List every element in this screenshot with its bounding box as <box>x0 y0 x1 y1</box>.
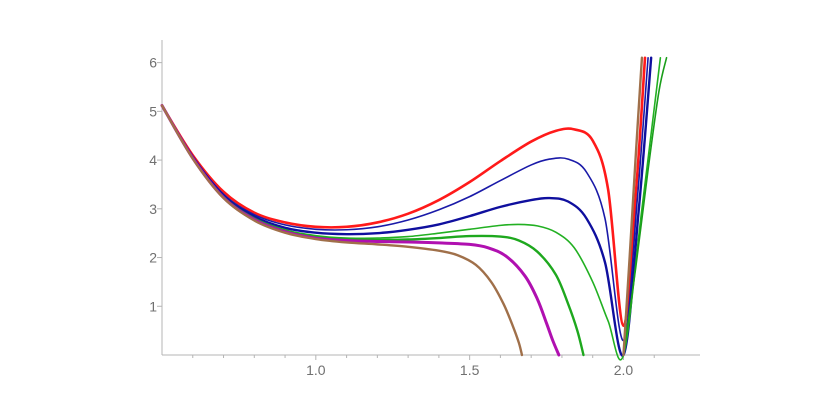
series-line-6 <box>160 104 561 357</box>
tick-labels: 1.0 1.5 2.0 1 2 3 4 5 6 <box>149 55 633 378</box>
series-line-8 <box>160 104 524 357</box>
y-tick-label: 3 <box>149 201 157 217</box>
chart-axes <box>157 40 700 360</box>
series-line-7 <box>622 56 668 356</box>
series-line-9 <box>622 56 644 357</box>
series-layer <box>160 56 668 361</box>
x-tick-label: 2.0 <box>614 362 634 378</box>
y-tick-label: 1 <box>149 298 157 314</box>
x-tick-label: 1.0 <box>306 362 326 378</box>
y-tick-label: 5 <box>149 103 157 119</box>
series-line-2 <box>161 56 649 342</box>
series-line-3 <box>160 56 653 357</box>
series-line-1 <box>160 56 647 328</box>
x-tick-label: 1.5 <box>460 362 480 378</box>
y-tick-label: 6 <box>149 55 157 71</box>
series-line-5 <box>160 104 585 357</box>
y-tick-label: 2 <box>149 250 157 266</box>
y-tick-label: 4 <box>149 152 157 168</box>
